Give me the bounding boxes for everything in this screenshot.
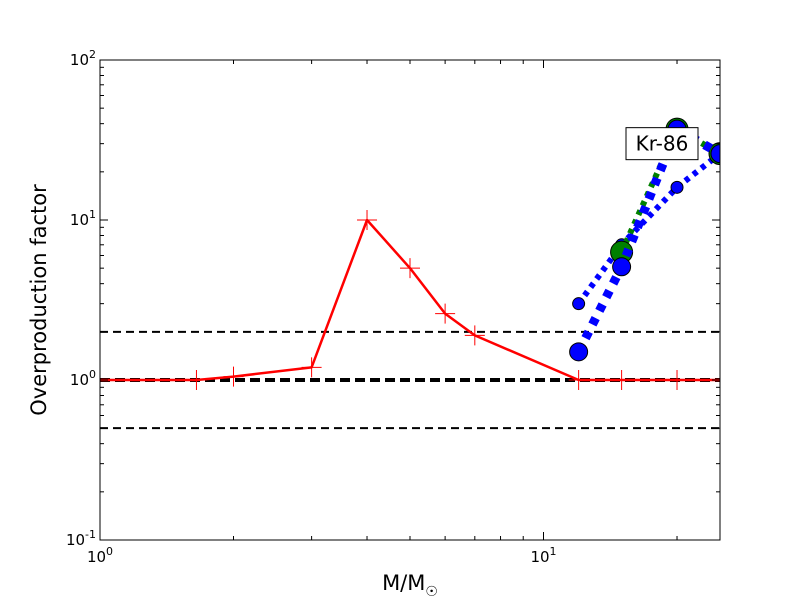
series-3-point-3 (710, 144, 720, 164)
y-tick-label-1: 100 (70, 368, 96, 389)
y-axis-label: Overproduction factor (27, 184, 51, 416)
series-0-point-1 (186, 370, 207, 390)
series-0-point-6 (435, 303, 456, 324)
series-3-point-0 (569, 342, 589, 362)
x-tick-label-0: 100 (87, 545, 113, 566)
y-tick-label-2: 101 (70, 208, 96, 229)
series-1-line (576, 151, 720, 306)
series-0-point-5 (400, 258, 420, 279)
x-axis-label-main: M/M (382, 571, 425, 595)
series-0 (100, 210, 720, 390)
series-0-point-4 (357, 210, 378, 230)
series-0-point-9 (611, 370, 632, 390)
series-0-point-2 (223, 366, 244, 387)
series-3-point-1 (612, 257, 632, 277)
y-tick-label-3: 102 (70, 48, 96, 69)
y-tick-label-0: 10-1 (66, 528, 96, 549)
annotation-box (625, 127, 699, 161)
series-0-point-8 (568, 370, 589, 390)
series-1-point-0 (572, 297, 586, 311)
series-0-point-7 (464, 325, 485, 346)
annotation-layer: Kr-86 (625, 127, 699, 161)
series-0-point-3 (301, 357, 322, 378)
series-1-point-2 (670, 180, 684, 194)
x-tick-label-1: 101 (530, 545, 556, 566)
series-3-line (574, 124, 720, 354)
x-axis-label: M/M☉ (382, 571, 438, 600)
annotation-label: Kr-86 (636, 132, 689, 156)
x-axis-label-sub: ☉ (425, 584, 438, 600)
series-0-point-10 (667, 370, 688, 390)
